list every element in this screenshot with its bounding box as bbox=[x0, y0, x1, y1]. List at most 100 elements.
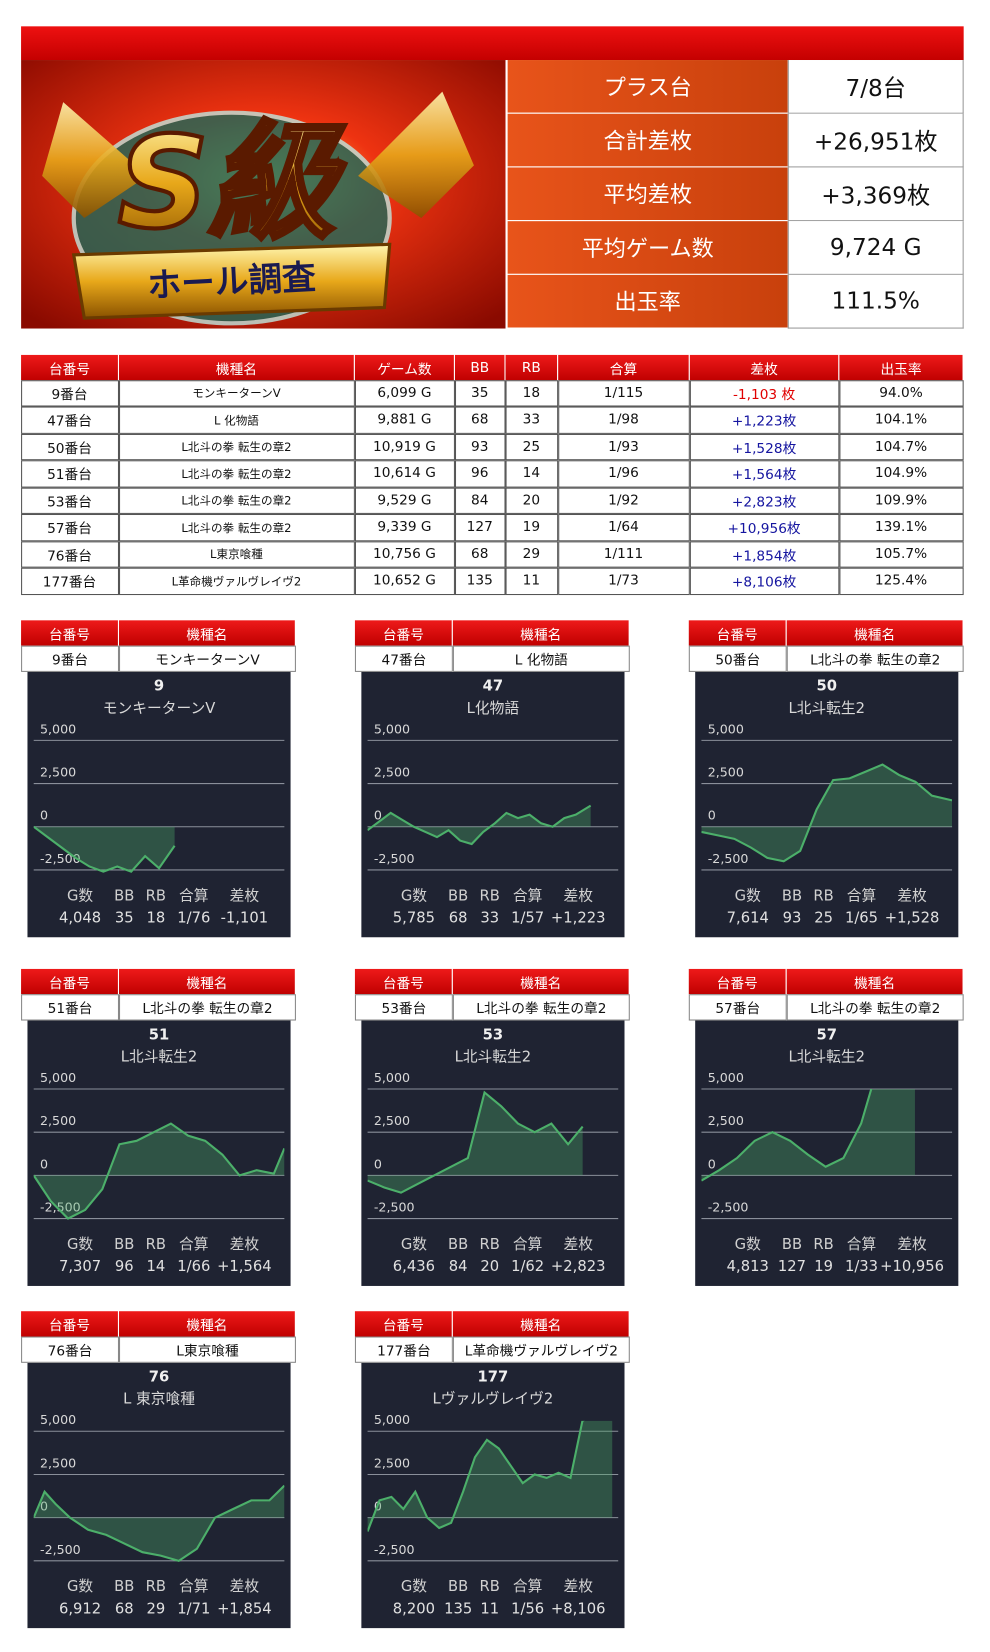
table-cell: 127 bbox=[454, 513, 506, 541]
stat-label: RB bbox=[480, 1578, 500, 1595]
table-cell: 109.9% bbox=[838, 487, 964, 514]
stat-value: 1/71 bbox=[177, 1600, 210, 1617]
card-header: 機種名 bbox=[786, 968, 964, 995]
stat-label: RB bbox=[146, 887, 166, 904]
table-cell: 10,652 G bbox=[354, 567, 455, 595]
chart-subtitle: L北斗転生2 bbox=[788, 1048, 865, 1065]
card: 台番号 50番台 機種名 L北斗の拳 転生の章2 50 L北斗転生2 5,000 2,500 0… bbox=[688, 620, 964, 938]
card-machine: 51番台 bbox=[21, 994, 120, 1021]
table-cell: 1/92 bbox=[557, 487, 690, 514]
stat-label: G数 bbox=[401, 1578, 427, 1595]
stat-value: 1/57 bbox=[511, 909, 544, 926]
y-tick-label: 2,500 bbox=[708, 765, 744, 780]
table-cell: 9,339 G bbox=[354, 513, 455, 541]
table-cell: 51番台 bbox=[20, 460, 119, 488]
table-cell: 1/93 bbox=[557, 433, 690, 461]
banner-subtitle: ホール調査 bbox=[146, 257, 317, 305]
chart-panel: 47 L化物語 5,000 2,500 0 -2,500 G数 5,785 BB 68 RB 33 合算… bbox=[361, 671, 625, 938]
table-cell: 1/98 bbox=[557, 406, 690, 434]
chart-title: 47 bbox=[483, 678, 504, 695]
stat-value: 5,785 bbox=[393, 909, 435, 926]
stat-label: BB bbox=[114, 887, 134, 904]
y-tick-label: 0 bbox=[374, 1156, 382, 1171]
table-cell: 68 bbox=[454, 406, 506, 434]
table-cell: 57番台 bbox=[20, 513, 119, 541]
stat-label: 合算 bbox=[179, 1236, 208, 1253]
stat-value: 7,307 bbox=[59, 1258, 101, 1275]
table-cell: 1/115 bbox=[557, 379, 690, 407]
stat-value: +1,223 bbox=[551, 909, 606, 926]
card-machine: 57番台 bbox=[688, 994, 787, 1021]
stat-value: 1/65 bbox=[845, 909, 878, 926]
chart-title: 57 bbox=[816, 1026, 837, 1043]
table-cell: 1/73 bbox=[557, 567, 690, 595]
card: 台番号 177番台 機種名 L革命機ヴァルヴレイヴ2 177 Lヴァルヴレイヴ2 5,000… bbox=[354, 1311, 630, 1629]
stat-label: G数 bbox=[67, 887, 93, 904]
y-tick-label: 5,000 bbox=[40, 721, 76, 736]
stat-label: BB bbox=[782, 887, 802, 904]
stat-label: G数 bbox=[67, 1236, 93, 1253]
chart-panel: 51 L北斗転生2 5,000 2,500 0 -2,500 G数 7,307 BB 96 RB 14… bbox=[27, 1020, 291, 1286]
area bbox=[701, 1088, 915, 1181]
stat-value: 18 bbox=[146, 909, 165, 926]
stat-label: G数 bbox=[735, 1236, 761, 1253]
table-cell: L 化物語 bbox=[118, 406, 355, 434]
stat-label: BB bbox=[448, 1578, 468, 1595]
table-cell: +1,223枚 bbox=[689, 406, 839, 434]
panel-bg bbox=[361, 671, 625, 938]
stat-label: 差枚 bbox=[563, 1236, 593, 1253]
stat-label: 合算 bbox=[513, 887, 542, 904]
chart-title: 51 bbox=[149, 1026, 170, 1043]
card-machine: L北斗の拳 転生の章2 bbox=[786, 645, 964, 672]
summary-value: +3,369枚 bbox=[787, 167, 964, 222]
table-cell: 10,614 G bbox=[354, 460, 455, 488]
stat-label: 合算 bbox=[847, 1236, 876, 1253]
y-tick-label: -2,500 bbox=[374, 1200, 415, 1215]
card-machine: 177番台 bbox=[354, 1336, 453, 1363]
stat-label: 差枚 bbox=[563, 1578, 593, 1595]
stat-value: 93 bbox=[783, 909, 802, 926]
table-cell: 76番台 bbox=[20, 540, 119, 568]
y-tick-label: 0 bbox=[40, 1156, 48, 1171]
stat-value: 20 bbox=[480, 1258, 499, 1275]
stat-value: -1,101 bbox=[221, 909, 269, 926]
panel-bg bbox=[695, 671, 959, 938]
summary-value: 9,724 G bbox=[787, 221, 964, 275]
line bbox=[33, 825, 176, 873]
chart-title: 76 bbox=[149, 1369, 170, 1386]
y-tick-label: -2,500 bbox=[40, 1542, 81, 1557]
card-machine: L北斗の拳 転生の章2 bbox=[786, 994, 964, 1021]
y-tick-label: 2,500 bbox=[40, 1113, 76, 1128]
table-cell: 19 bbox=[505, 513, 558, 541]
table-cell: 10,919 G bbox=[354, 433, 455, 461]
stat-label: G数 bbox=[401, 1236, 427, 1253]
y-tick-label: 0 bbox=[708, 1156, 716, 1171]
table-cell: 96 bbox=[454, 460, 506, 488]
table-cell: 1/111 bbox=[557, 540, 690, 568]
card-header: 台番号 bbox=[21, 620, 120, 646]
stat-label: G数 bbox=[67, 1578, 93, 1595]
banner: S級 ホール調査 bbox=[21, 60, 506, 329]
stat-label: 合算 bbox=[847, 887, 876, 904]
stat-label: 差枚 bbox=[897, 1236, 927, 1253]
y-tick-label: 2,500 bbox=[374, 765, 410, 780]
stat-label: 合算 bbox=[513, 1578, 542, 1595]
y-tick-label: 5,000 bbox=[374, 1412, 410, 1427]
table-cell: 135 bbox=[454, 567, 506, 595]
table-cell: 105.7% bbox=[838, 540, 964, 568]
stat-value: 14 bbox=[146, 1258, 165, 1275]
table-header: 合算 bbox=[558, 354, 690, 381]
area bbox=[701, 764, 953, 862]
stat-label: 合算 bbox=[179, 1578, 208, 1595]
stat-value: +1,564 bbox=[217, 1258, 272, 1275]
chart-title: 53 bbox=[483, 1026, 504, 1043]
stat-value: 25 bbox=[814, 909, 833, 926]
y-tick-label: -2,500 bbox=[708, 851, 749, 866]
y-tick-label: 5,000 bbox=[374, 721, 410, 736]
table-cell: +1,854枚 bbox=[689, 540, 839, 568]
y-tick-label: 5,000 bbox=[374, 1070, 410, 1085]
table-cell: +8,106枚 bbox=[689, 567, 839, 595]
summary-label: プラス台 bbox=[507, 60, 788, 114]
card-header: 台番号 bbox=[354, 620, 453, 646]
